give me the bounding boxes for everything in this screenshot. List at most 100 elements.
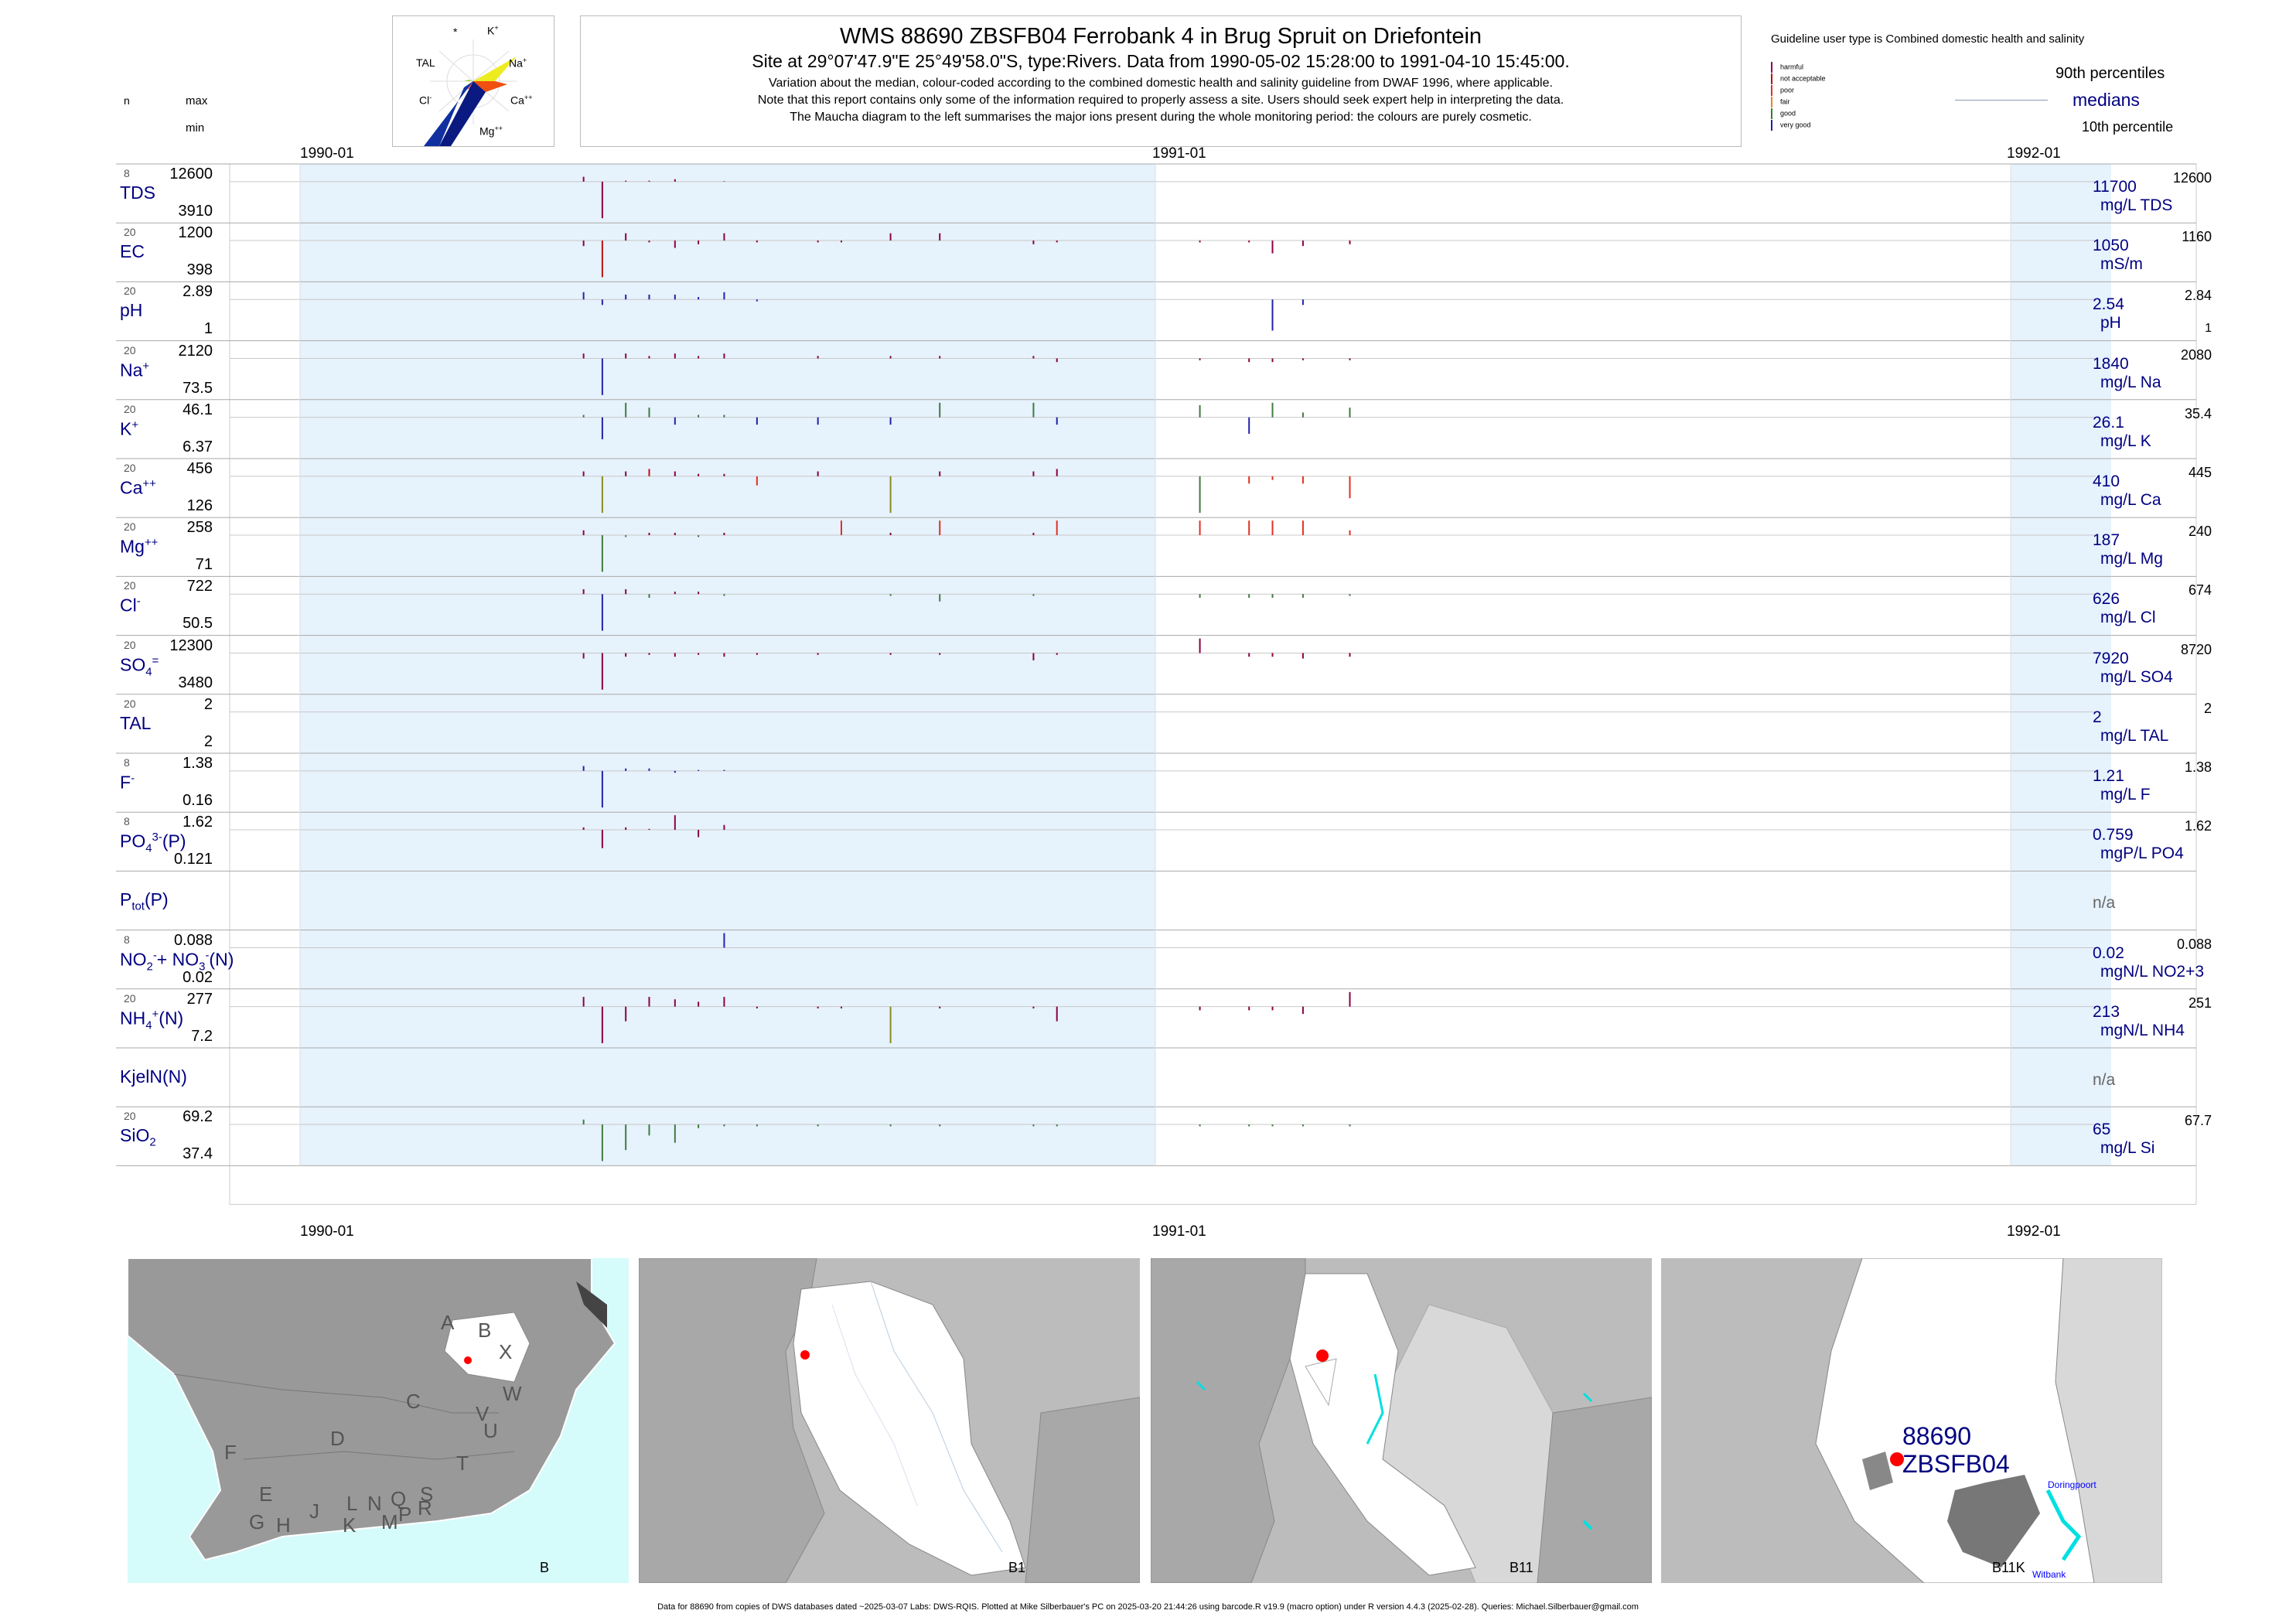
row-min: 7.2 bbox=[191, 1027, 213, 1045]
legend-swatch bbox=[1771, 73, 1772, 84]
map-region-letter: P bbox=[398, 1503, 412, 1526]
row-name: Mg++ bbox=[120, 536, 159, 557]
row-count: 20 bbox=[124, 285, 136, 298]
legend-swatch bbox=[1771, 62, 1772, 73]
row-p90: 0.088 bbox=[2176, 936, 2212, 952]
row-unit: mgN/L NO2+3 bbox=[2100, 962, 2205, 981]
row-count: 20 bbox=[124, 343, 136, 357]
legend-swatch bbox=[1771, 108, 1772, 119]
map-b1-label: B1 bbox=[1008, 1560, 1026, 1575]
row-count: 8 bbox=[124, 815, 130, 828]
row-count: 20 bbox=[124, 697, 136, 710]
row-max: 12600 bbox=[169, 165, 213, 183]
header-n: n bbox=[124, 94, 130, 107]
legend-category: very good bbox=[1771, 120, 1811, 131]
row-min: 0.02 bbox=[183, 968, 213, 986]
maucha-mg-petal bbox=[424, 81, 473, 146]
row-count: 8 bbox=[124, 167, 130, 179]
footer-text: Data for 88690 from copies of DWS databa… bbox=[657, 1602, 1639, 1612]
map-b11-label: B11 bbox=[1510, 1560, 1534, 1575]
map-b11-svg bbox=[1151, 1258, 1652, 1583]
row-name: Na+ bbox=[120, 359, 150, 380]
row-min: 126 bbox=[186, 497, 213, 514]
maucha-ca-petal bbox=[473, 81, 507, 92]
row-name: EC bbox=[120, 241, 145, 262]
map-region-letter: E bbox=[259, 1482, 273, 1506]
date-label-top-1990: 1990-01 bbox=[300, 145, 354, 162]
barcode-chart bbox=[116, 163, 2197, 1205]
legend-category-label: fair bbox=[1780, 97, 1790, 106]
maucha-label-na: Na+ bbox=[509, 56, 527, 70]
legend-median-line bbox=[1955, 100, 2048, 101]
site-id: 88690 bbox=[1902, 1422, 1971, 1450]
row-max: 1200 bbox=[178, 224, 213, 242]
date-label-bottom-1991: 1991-01 bbox=[1152, 1223, 1206, 1240]
date-label-bottom-1992: 1992-01 bbox=[2007, 1223, 2061, 1240]
row-min: 3480 bbox=[178, 674, 213, 691]
maucha-label-tal: TAL bbox=[416, 56, 435, 69]
map-region-letter: M bbox=[381, 1510, 398, 1534]
row-median: 626 bbox=[2093, 590, 2120, 609]
row-p90: 674 bbox=[2188, 582, 2212, 599]
row-median: 7920 bbox=[2093, 649, 2129, 667]
row-min: 3910 bbox=[178, 203, 213, 220]
row-name: PO43-(P) bbox=[120, 831, 186, 855]
title-note-3: The Maucha diagram to the left summarise… bbox=[790, 111, 1532, 124]
legend-category-label: not acceptable bbox=[1780, 74, 1826, 83]
site-marker bbox=[1890, 1452, 1904, 1466]
row-min: 73.5 bbox=[183, 379, 213, 397]
row-median: 213 bbox=[2093, 1002, 2120, 1021]
row-max: 69.2 bbox=[183, 1108, 213, 1126]
shade-1992 bbox=[2011, 164, 2111, 1166]
row-name: KjelN(N) bbox=[120, 1066, 187, 1087]
row-unit: mS/m bbox=[2100, 255, 2143, 274]
map-region-letter: H bbox=[276, 1513, 291, 1537]
row-p90: 251 bbox=[2188, 995, 2212, 1011]
row-min: 50.5 bbox=[183, 615, 213, 633]
map-region-letter: S bbox=[420, 1482, 434, 1506]
row-max: 456 bbox=[186, 460, 213, 477]
header-max: max bbox=[186, 94, 208, 107]
row-unit: mg/L K bbox=[2100, 432, 2151, 450]
row-min: 0.121 bbox=[173, 851, 213, 868]
row-min: 398 bbox=[186, 261, 213, 279]
row-name: TDS bbox=[120, 183, 155, 203]
row-name: Ca++ bbox=[120, 477, 156, 498]
row-median: 0.02 bbox=[2093, 943, 2124, 962]
row-median: 187 bbox=[2093, 531, 2120, 550]
row-max: 722 bbox=[186, 578, 213, 595]
legend-category-label: harmful bbox=[1780, 63, 1804, 71]
map-region-letter: A bbox=[441, 1311, 455, 1334]
maucha-label-k: K+ bbox=[487, 24, 499, 37]
map-region-letter: K bbox=[343, 1513, 357, 1537]
map-b-svg bbox=[128, 1258, 629, 1583]
shade-1990 bbox=[300, 164, 1155, 1166]
row-p90: 1.62 bbox=[2184, 818, 2212, 834]
map-region-letter: N bbox=[367, 1492, 382, 1515]
maucha-diagram: * K+ TAL Na+ Cl- Ca++ Mg++ bbox=[392, 15, 554, 147]
map-panel-b11k: 88690 ZBSFB04 Doringpoort Witbank B11K bbox=[1661, 1258, 2162, 1583]
row-count: 20 bbox=[124, 462, 136, 474]
row-min: 37.4 bbox=[183, 1145, 213, 1163]
map-panel-b11: B11 bbox=[1151, 1258, 1652, 1583]
row-p90: 2080 bbox=[2180, 346, 2212, 363]
row-median: 65 bbox=[2093, 1121, 2111, 1139]
row-p90: 12600 bbox=[2172, 170, 2212, 186]
row-count: 20 bbox=[124, 402, 136, 415]
map-region-letter: W bbox=[503, 1382, 522, 1405]
row-max: 258 bbox=[186, 519, 213, 537]
title-note-1: Variation about the median, colour-coded… bbox=[769, 77, 1553, 90]
guideline-text: Guideline user type is Combined domestic… bbox=[1771, 32, 2085, 46]
maucha-svg bbox=[424, 39, 517, 146]
row-unit: pH bbox=[2100, 314, 2121, 333]
map-region-letter: U bbox=[483, 1419, 498, 1442]
row-unit: mg/L Na bbox=[2100, 373, 2161, 391]
maucha-label-ca: Ca++ bbox=[510, 94, 533, 107]
row-count: 8 bbox=[124, 756, 130, 769]
legend: Guideline user type is Combined domestic… bbox=[1771, 15, 2204, 147]
map-panel-b1: B1 bbox=[639, 1258, 1140, 1583]
map-region-letter: V bbox=[476, 1402, 490, 1425]
date-label-top-1992: 1992-01 bbox=[2007, 145, 2061, 162]
row-max: 277 bbox=[186, 990, 213, 1008]
row-median: 1.21 bbox=[2093, 767, 2124, 785]
